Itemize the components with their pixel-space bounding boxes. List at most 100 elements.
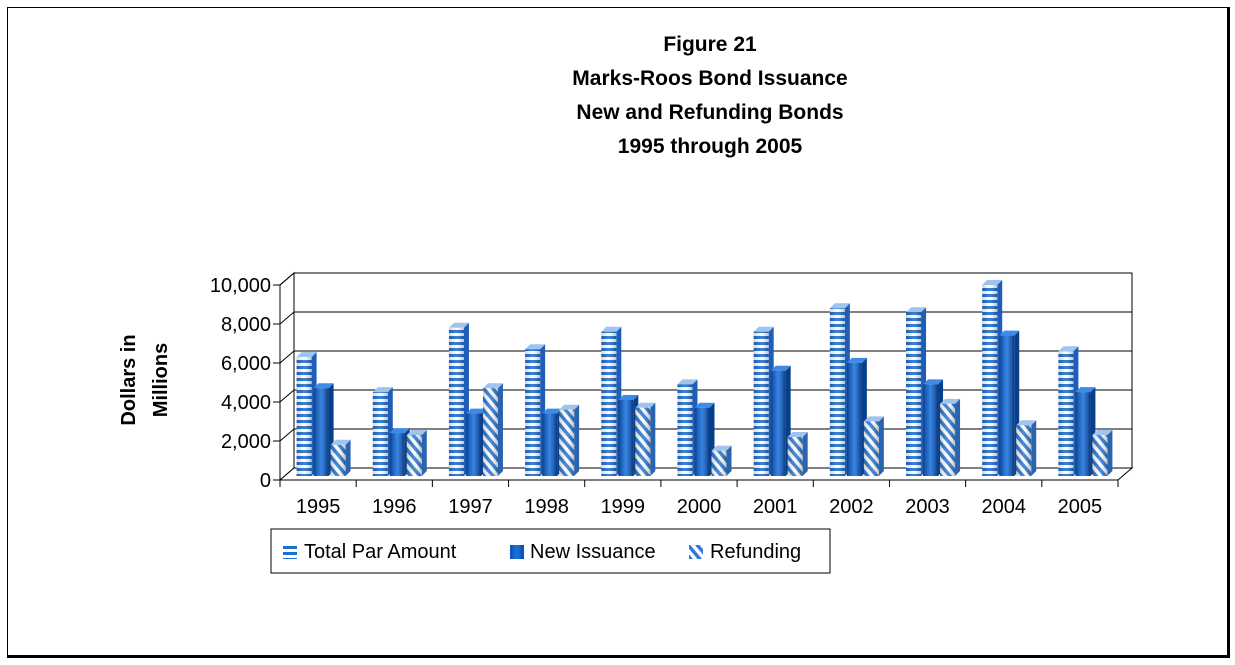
bar-shading — [1092, 435, 1108, 476]
bar-shading — [542, 413, 558, 476]
bar-2005-2 — [1092, 430, 1113, 476]
bar-2001-2 — [787, 432, 808, 476]
x-tick-label: 2005 — [1058, 496, 1103, 518]
bar-shading — [923, 384, 939, 476]
title-line-4: 1995 through 2005 — [618, 135, 803, 158]
bar-top — [694, 402, 715, 408]
bar-shading — [770, 370, 786, 476]
bar-shading — [863, 421, 879, 476]
bar-shading — [406, 435, 422, 476]
bar-shading — [389, 433, 405, 476]
bar-top — [923, 379, 944, 385]
bar-side — [726, 445, 732, 476]
legend-swatch-new-issuance — [510, 545, 524, 559]
title-line-1: Figure 21 — [663, 33, 757, 56]
bar-shading — [1058, 351, 1074, 476]
bar-top — [389, 428, 410, 434]
bar-top — [829, 303, 850, 309]
bar-top — [1075, 387, 1096, 393]
x-tick-label: 2004 — [981, 496, 1026, 518]
bar-top — [863, 416, 884, 422]
bar-shading — [1075, 392, 1091, 476]
bar-top — [999, 330, 1020, 336]
bar-shading — [999, 335, 1015, 476]
bar-1995-2 — [330, 439, 351, 476]
x-tick-label: 1996 — [372, 496, 417, 518]
bar-top — [465, 408, 486, 414]
bar-shading — [753, 331, 769, 476]
bar-2000-1 — [694, 402, 715, 476]
bar-1996-2 — [406, 430, 427, 476]
bar-1997-2 — [482, 383, 503, 476]
y-tick-label: 6,000 — [221, 353, 271, 375]
bar-top — [906, 307, 927, 313]
x-tick-label: 2003 — [905, 496, 950, 518]
x-tick-label: 1997 — [448, 496, 493, 518]
bar-side — [574, 404, 580, 476]
bar-top — [1058, 346, 1079, 352]
bar-shading — [601, 331, 617, 476]
y-tick-label: 0 — [260, 470, 271, 492]
bar-top — [787, 432, 808, 437]
legend-label-refunding: Refunding — [710, 541, 801, 563]
title-line-2: Marks-Roos Bond Issuance — [572, 67, 847, 90]
bar-1997-0 — [448, 322, 469, 476]
side-wall — [279, 271, 295, 482]
legend-swatch-refunding — [689, 545, 703, 559]
bar-1999-2 — [635, 402, 656, 476]
bar-side — [421, 430, 427, 476]
legend-swatch-total-par — [283, 545, 297, 559]
bar-2001-0 — [753, 326, 774, 476]
bar-1996-1 — [389, 428, 410, 476]
bar-top — [635, 402, 656, 408]
bar-top — [448, 322, 469, 328]
y-tick-label: 2,000 — [221, 431, 271, 453]
x-tick-label: 1998 — [524, 496, 569, 518]
y-axis-ticks: 0 2,000 4,000 6,000 8,000 10,000 — [210, 275, 280, 492]
bar-shading — [448, 327, 464, 476]
bar-top — [525, 344, 546, 350]
bar-top — [542, 408, 563, 414]
x-tick-label: 2002 — [829, 496, 874, 518]
gridline — [279, 311, 1132, 325]
bar-shading — [906, 312, 922, 476]
bar-2004-2 — [1016, 420, 1037, 476]
bar-shading — [787, 437, 803, 476]
bar-shading — [846, 362, 862, 476]
bar-top — [296, 352, 317, 358]
x-axis-ticks: 1995 1996 1997 1998 1999 2000 2001 2002 2003 2004… — [279, 480, 1119, 518]
bar-shading — [296, 357, 312, 476]
bar-2005-1 — [1075, 387, 1096, 476]
bar-side — [802, 432, 808, 476]
bar-shading — [465, 413, 481, 476]
bar-top — [406, 430, 427, 436]
bar-shading — [482, 388, 498, 476]
bar-top — [1016, 420, 1037, 426]
y-tick-label: 10,000 — [210, 275, 271, 297]
title-line-3: New and Refunding Bonds — [576, 101, 843, 124]
bar-top — [753, 326, 774, 332]
bar-shading — [313, 388, 329, 476]
bar-shading — [372, 392, 388, 476]
x-tick-label: 1995 — [296, 496, 341, 518]
bar-1995-1 — [313, 383, 334, 476]
bar-top — [372, 387, 393, 393]
bar-top — [940, 398, 961, 404]
bar-top — [677, 379, 698, 385]
legend-label-new-issuance: New Issuance — [530, 541, 656, 563]
bar-shading — [829, 308, 845, 476]
bar-shading — [982, 284, 998, 476]
gridline — [279, 350, 1132, 364]
y-tick-label: 8,000 — [221, 314, 271, 336]
bar-side — [878, 416, 884, 476]
bar-top — [482, 383, 503, 389]
bar-2003-2 — [940, 398, 961, 476]
bar-shading — [635, 407, 651, 476]
bar-side — [345, 439, 351, 476]
gridline — [279, 272, 1132, 286]
legend-box — [270, 528, 831, 574]
x-tick-label: 2001 — [753, 496, 798, 518]
y-axis-title-line-2: Millions — [150, 343, 172, 417]
bars — [296, 279, 1113, 476]
bar-side — [955, 398, 961, 476]
